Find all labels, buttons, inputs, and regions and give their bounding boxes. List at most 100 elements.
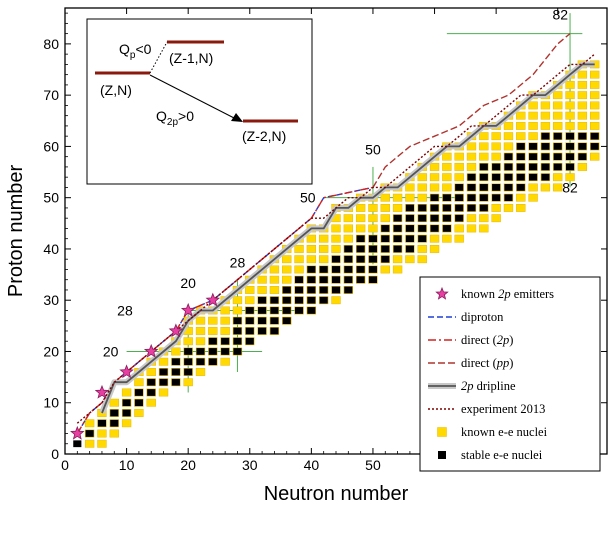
known-ee-nucleus-marker [183, 337, 193, 346]
stable-ee-nucleus-marker [344, 286, 353, 294]
stable-ee-nucleus-marker [307, 307, 316, 314]
y-tick-label: 10 [43, 395, 59, 411]
stable-ee-nucleus-marker [344, 276, 353, 284]
stable-ee-nucleus-marker [233, 337, 242, 345]
stable-ee-nucleus-marker [307, 286, 316, 294]
known-2p-emitter-star [94, 384, 110, 399]
stable-ee-nucleus-marker [331, 255, 341, 263]
known-ee-nucleus-marker [479, 142, 489, 151]
legend-label-directpp: direct (pp) [461, 356, 513, 370]
level-z2n-label: (Z-2,N) [242, 128, 286, 144]
stable-ee-nucleus-marker [590, 143, 599, 150]
stable-ee-nucleus-marker [294, 276, 304, 284]
known-ee-nucleus-marker [528, 111, 538, 120]
stable-ee-nucleus-marker [134, 389, 143, 396]
legend-label-exp2013: experiment 2013 [461, 402, 545, 416]
known-2p-emitter-star [70, 425, 85, 440]
x-tick-label: 20 [180, 457, 196, 473]
stable-ee-nucleus-marker [393, 214, 402, 222]
known-ee-nucleus-marker [491, 214, 501, 223]
y-tick-label: 30 [43, 292, 59, 308]
known-ee-nucleus-marker [565, 91, 575, 100]
known-ee-nucleus-marker [565, 101, 575, 110]
stable-ee-nucleus-marker [381, 225, 390, 232]
known-ee-nucleus-marker [540, 111, 551, 120]
stable-ee-nucleus-marker [553, 163, 562, 171]
known-ee-nucleus-marker [429, 162, 440, 171]
known-ee-nucleus-marker [294, 255, 304, 264]
stable-ee-nucleus-marker [368, 245, 378, 253]
legend-item-dripline: 2p dripline [428, 379, 516, 393]
known-ee-nucleus-marker [97, 429, 107, 438]
known-ee-nucleus-marker [442, 234, 452, 243]
x-axis-title: Neutron number [264, 483, 409, 505]
stable-ee-nucleus-marker [184, 368, 193, 376]
known-ee-nucleus-marker [343, 234, 354, 243]
stable-ee-nucleus-marker [307, 296, 316, 304]
known-ee-nucleus-marker [479, 214, 489, 223]
known-ee-nucleus-marker [368, 224, 378, 233]
stable-ee-nucleus-marker [73, 440, 82, 448]
known-2p-emitter-star [119, 364, 134, 379]
known-ee-nucleus-marker [282, 275, 292, 284]
known-ee-nucleus-marker [269, 286, 280, 294]
stable-ee-nucleus-marker [196, 348, 205, 355]
known-ee-nucleus-marker [282, 265, 292, 274]
known-ee-nucleus-marker [417, 255, 427, 264]
known-ee-nucleus-marker [269, 275, 280, 284]
known-ee-nucleus-marker [331, 234, 341, 243]
known-ee-nucleus-marker [429, 183, 440, 192]
known-ee-nucleus-marker [540, 101, 551, 110]
stable-ee-nucleus-marker [233, 348, 242, 355]
known-ee-nucleus-marker [84, 439, 95, 448]
stable-ee-nucleus-marker [381, 235, 390, 243]
known-ee-nucleus-marker [306, 234, 317, 243]
stable-ee-nucleus-marker [479, 184, 488, 191]
qp-label: Qp<0 [119, 41, 152, 61]
known-ee-nucleus-marker [454, 152, 464, 161]
known-ee-nucleus-marker [245, 296, 255, 305]
legend: known 2p emitters diproton direct (2p) dire… [419, 276, 601, 472]
series-lines-layer [76, 33, 596, 434]
stable-ee-nucleus-marker [221, 337, 230, 345]
x-tick-label: 30 [242, 457, 258, 473]
stable-ee-nucleus-marker [418, 225, 427, 232]
stable-ee-nucleus-marker [196, 358, 205, 366]
known-ee-nucleus-marker [565, 121, 575, 130]
stable-ee-nucleus-marker [504, 194, 513, 202]
known-ee-nucleus-marker [516, 132, 526, 141]
stable-ee-nucleus-marker [529, 153, 538, 161]
stable-ee-nucleus-marker [319, 266, 328, 273]
y-axis-title: Proton number [5, 165, 27, 298]
stable-ee-nucleus-marker [504, 184, 513, 191]
known-ee-nucleus-marker [380, 203, 390, 212]
known-ee-nucleus-marker [306, 245, 317, 253]
stable-ee-nucleus-marker [393, 245, 402, 253]
known-ee-nucleus-marker [589, 152, 600, 161]
stable-ee-nucleus-marker [184, 348, 193, 355]
known-ee-nucleus-marker [368, 214, 378, 223]
known-ee-nucleus-marker [195, 327, 206, 335]
known-ee-nucleus-marker [220, 327, 230, 335]
known-ee-nucleus-marker [269, 265, 280, 274]
magic-number-label-n-50: 50 [365, 142, 381, 158]
stable-ee-nucleus-marker [245, 317, 254, 325]
known-ee-nucleus-marker [589, 91, 600, 100]
known-ee-nucleus-marker [577, 70, 588, 79]
known-ee-nucleus-marker [565, 111, 575, 120]
stable-ee-nucleus-marker [541, 153, 550, 161]
known-2p-emitter-star [168, 323, 184, 338]
stable-ee-nucleus-marker [258, 327, 267, 335]
known-ee-nucleus-marker [245, 286, 255, 294]
known-ee-nucleus-marker [220, 306, 230, 315]
known-ee-nucleus-marker [429, 173, 440, 182]
known-ee-nucleus-marker [589, 80, 600, 89]
stable-ee-nucleus-marker [221, 348, 230, 355]
stable-ee-nucleus-marker [159, 378, 168, 386]
known-ee-nucleus-marker [577, 80, 588, 89]
y-tick-label: 20 [43, 343, 59, 359]
known-ee-nucleus-marker [220, 316, 230, 325]
stable-ee-nucleus-marker [159, 368, 168, 376]
known-ee-nucleus-marker [417, 245, 427, 253]
stable-ee-nucleus-marker [171, 378, 180, 386]
